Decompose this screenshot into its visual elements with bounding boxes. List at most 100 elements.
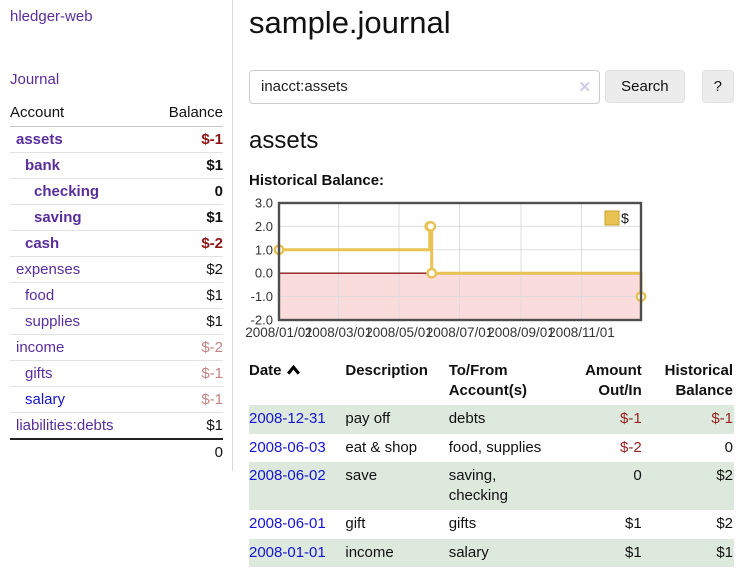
transaction-date-link[interactable]: 2008-01-01 — [249, 543, 326, 561]
account-row: saving $1 — [10, 204, 223, 231]
search-row: ✕ Search ? — [249, 69, 734, 104]
page-title: sample.journal — [249, 5, 451, 40]
account-balance: $-2 — [149, 334, 223, 361]
svg-text:2008/09/01: 2008/09/01 — [487, 325, 555, 340]
sidebar-account-link[interactable]: cash — [25, 235, 60, 252]
transaction-amount: $-1 — [620, 410, 642, 428]
transactions-header-row: Date Description To/From Account(s) Amou… — [249, 359, 734, 406]
search-input[interactable] — [249, 69, 601, 104]
account-balance: $1 — [149, 152, 223, 179]
svg-text:2008/11/01: 2008/11/01 — [548, 325, 615, 340]
transaction-amount: 0 — [633, 466, 642, 484]
transaction-date-link[interactable]: 2008-12-31 — [249, 410, 326, 428]
account-row: assets $-1 — [10, 127, 223, 153]
sidebar-account-link[interactable]: income — [16, 339, 65, 356]
svg-text:2008/03/01: 2008/03/01 — [305, 325, 373, 340]
transaction-balance: $2 — [716, 515, 733, 533]
sidebar-account-link[interactable]: saving — [34, 209, 82, 226]
sidebar-account-link[interactable]: gifts — [25, 365, 53, 382]
svg-text:2008/01/01: 2008/01/01 — [245, 325, 313, 340]
account-balance: $-1 — [201, 131, 223, 148]
account-row: food $1 — [10, 282, 223, 309]
transaction-date-link[interactable]: 2008-06-01 — [249, 515, 326, 533]
transactions-header-date[interactable]: Date — [249, 359, 345, 406]
account-row: expenses $2 — [10, 256, 223, 283]
transactions-header-amount: Amount Out/In — [585, 361, 642, 399]
transaction-row: 2008-06-01 gift gifts $1 $2 — [249, 510, 734, 538]
sidebar-item-journal[interactable]: Journal — [10, 71, 60, 88]
account-balance: $1 — [149, 308, 223, 335]
transaction-balance: $1 — [716, 543, 733, 561]
transaction-amount: $1 — [625, 515, 642, 533]
sidebar-account-link[interactable]: bank — [25, 157, 61, 174]
sort-asc-icon — [286, 361, 300, 381]
transaction-amount: $1 — [625, 543, 642, 561]
accounts-total-row: 0 — [10, 438, 223, 465]
accounts-total-value: 0 — [149, 438, 223, 465]
transactions-header-accounts: To/From Account(s) — [448, 361, 528, 399]
transaction-balance: $-1 — [711, 410, 733, 428]
transaction-row: 2008-06-02 save saving, checking 0 $2 — [249, 461, 734, 511]
account-balance: $-2 — [149, 230, 223, 257]
transaction-balance: 0 — [724, 438, 733, 456]
transaction-description: income — [345, 543, 394, 561]
transaction-accounts: salary — [448, 543, 489, 561]
account-balance: $1 — [149, 204, 223, 231]
transaction-description: gift — [345, 515, 366, 533]
transaction-accounts: debts — [448, 410, 486, 428]
account-page-title: assets — [249, 126, 319, 154]
transaction-row: 2008-12-31 pay off debts $-1 $-1 — [249, 405, 734, 434]
transactions-header-description: Description — [345, 361, 428, 379]
account-row: gifts $-1 — [10, 360, 223, 387]
transactions-table: Date Description To/From Account(s) Amou… — [249, 359, 734, 567]
transaction-date-link[interactable]: 2008-06-03 — [249, 438, 326, 456]
accounts-header-account: Account — [10, 101, 150, 127]
accounts-total-spacer — [10, 438, 150, 465]
main-content: sample.journal ✕ Search ? assets Histori… — [233, 0, 742, 567]
account-balance: $1 — [149, 412, 223, 439]
sidebar-account-link[interactable]: checking — [34, 183, 100, 200]
account-row: salary $-1 — [10, 386, 223, 413]
search-wrap: ✕ — [249, 69, 601, 104]
chart-label: Historical Balance: — [249, 171, 385, 189]
svg-text:2.0: 2.0 — [255, 219, 273, 234]
sidebar-account-link[interactable]: liabilities:debts — [16, 417, 114, 434]
transaction-row: 2008-01-01 income salary $1 $1 — [249, 538, 734, 567]
historical-balance-chart-svg[interactable]: $3.0 2.0 1.0 0.0 -1.0 -2.02008/01/012008/03/0… — [245, 195, 647, 344]
account-row: checking 0 — [10, 178, 223, 205]
app-title-link[interactable]: hledger-web — [10, 8, 93, 25]
sidebar-account-link[interactable]: supplies — [25, 313, 81, 330]
svg-text:-1.0: -1.0 — [251, 289, 273, 304]
account-row: liabilities:debts $1 — [10, 412, 223, 439]
accounts-header-balance: Balance — [149, 101, 223, 127]
sidebar-account-link[interactable]: expenses — [16, 261, 81, 278]
svg-text:$: $ — [621, 210, 629, 226]
account-balance: $-1 — [149, 386, 223, 413]
transactions-header-date-label: Date — [249, 361, 282, 379]
account-row: supplies $1 — [10, 308, 223, 335]
clear-search-icon[interactable]: ✕ — [578, 78, 592, 96]
transaction-description: eat & shop — [345, 438, 418, 456]
transaction-amount: $-2 — [620, 438, 642, 456]
transaction-description: save — [345, 466, 378, 484]
account-balance: 0 — [149, 178, 223, 205]
page: hledger-web Journal Account Balance asse… — [0, 0, 742, 567]
transaction-row: 2008-06-03 eat & shop food, supplies $-2 0 — [249, 434, 734, 462]
transaction-balance: $2 — [716, 466, 733, 484]
account-balance: $-1 — [149, 360, 223, 387]
search-button[interactable]: Search — [605, 70, 685, 104]
transaction-accounts: saving, checking — [448, 466, 508, 504]
account-row: cash $-2 — [10, 230, 223, 257]
sidebar-account-link[interactable]: food — [25, 287, 55, 304]
transaction-date-link[interactable]: 2008-06-02 — [249, 466, 326, 484]
svg-text:2008/07/01: 2008/07/01 — [426, 325, 494, 340]
help-button[interactable]: ? — [701, 70, 734, 104]
svg-text:-2.0: -2.0 — [251, 312, 273, 327]
transaction-description: pay off — [345, 410, 391, 428]
sidebar-account-link[interactable]: assets — [16, 131, 63, 148]
transaction-accounts: gifts — [448, 515, 477, 533]
svg-text:3.0: 3.0 — [255, 195, 273, 210]
sidebar-account-link[interactable]: salary — [25, 391, 66, 408]
transaction-accounts: food, supplies — [448, 438, 542, 456]
sidebar: hledger-web Journal Account Balance asse… — [0, 0, 233, 471]
